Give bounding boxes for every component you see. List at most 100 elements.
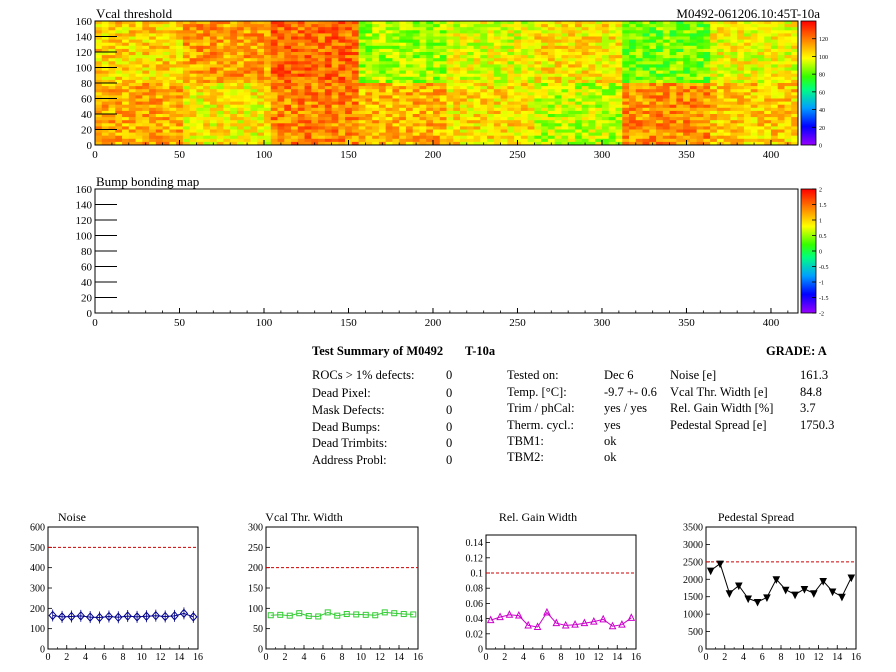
heatmap-cell <box>507 70 515 75</box>
heatmap-cell <box>257 52 265 56</box>
heatmap-cell <box>189 36 197 40</box>
heatmap-cell <box>176 45 184 50</box>
x-tick-label: 8 <box>340 652 345 663</box>
heatmap-cell <box>595 70 603 75</box>
heatmap-cell <box>216 83 224 87</box>
heatmap-cell <box>345 117 353 121</box>
heatmap-cell <box>426 55 434 59</box>
heatmap-cell <box>122 42 130 47</box>
heatmap-cell <box>737 92 745 96</box>
heatmap-cell <box>764 61 772 65</box>
heatmap-cell <box>656 36 664 40</box>
heatmap-cell <box>527 83 535 87</box>
heatmap-cell <box>500 104 508 109</box>
heatmap-cell <box>412 92 420 96</box>
heatmap-cell <box>683 64 691 68</box>
heatmap-cell <box>710 39 718 44</box>
heatmap-cell <box>622 42 630 47</box>
heatmap-cell <box>412 64 420 68</box>
heatmap-cell <box>405 123 414 127</box>
heatmap-cell <box>176 73 184 78</box>
heatmap-cell <box>392 58 400 62</box>
heatmap-cell <box>392 132 400 137</box>
heatmap-cell <box>270 98 278 102</box>
heatmap-cell <box>507 39 515 44</box>
heatmap-cell <box>534 135 542 140</box>
heatmap-cell <box>230 24 238 28</box>
heatmap-cell <box>743 36 752 40</box>
heatmap-cell <box>243 48 251 53</box>
heatmap-cell <box>770 141 779 146</box>
heatmap-cell <box>770 55 779 59</box>
heatmap-cell <box>142 21 150 25</box>
heatmap-cell <box>547 24 556 28</box>
heatmap-cell <box>176 117 184 121</box>
heatmap-cell <box>777 141 785 146</box>
heatmap-cell <box>480 42 488 47</box>
heatmap-cell <box>318 86 326 90</box>
heatmap-cell <box>784 52 792 56</box>
heatmap-cell <box>176 107 184 112</box>
data-point <box>334 612 341 619</box>
heatmap-cell <box>527 52 535 56</box>
heatmap-cell <box>487 42 495 47</box>
heatmap-cell <box>764 24 772 28</box>
heatmap-cell <box>656 126 664 130</box>
heatmap-cell <box>372 64 380 68</box>
heatmap-cell <box>169 79 177 84</box>
heatmap-cell <box>629 24 637 28</box>
heatmap-cell <box>162 73 170 78</box>
heatmap-cell <box>662 101 670 106</box>
heatmap-cell <box>236 58 245 62</box>
heatmap-cell <box>270 58 278 62</box>
heatmap-cell <box>777 92 785 96</box>
heatmap-cell <box>291 61 299 65</box>
heatmap-cell <box>331 138 339 143</box>
heatmap-cell <box>378 36 387 40</box>
heatmap-cell <box>155 107 163 112</box>
heatmap-cell <box>338 79 346 84</box>
heatmap-cell <box>466 73 474 78</box>
heatmap-cell <box>520 132 529 137</box>
heatmap-cell <box>453 101 461 106</box>
data-point <box>410 611 417 618</box>
y-tick-label: 0.1 <box>471 569 484 580</box>
heatmap-cell <box>453 86 461 90</box>
heatmap-cell <box>128 24 136 28</box>
heatmap-cell <box>507 64 515 68</box>
heatmap-cell <box>669 123 677 127</box>
heatmap-cell <box>378 73 387 78</box>
heatmap-cell <box>784 30 792 34</box>
heatmap-cell <box>277 52 285 56</box>
heatmap-cell <box>155 76 163 81</box>
heatmap-cell <box>426 129 434 133</box>
heatmap-cell <box>622 101 630 106</box>
heatmap-cell <box>656 73 664 78</box>
heatmap-cell <box>108 120 116 124</box>
vcal-threshold-axes: 0 50 100 150 200 250 300 350 4000204060801001201… <box>76 16 789 161</box>
heatmap-cell <box>460 76 468 81</box>
y-tick-label: 160 <box>76 184 93 196</box>
heatmap-cell <box>196 36 204 40</box>
heatmap-cell <box>324 107 332 112</box>
heatmap-cell <box>534 95 542 99</box>
heatmap-cell <box>142 30 150 34</box>
heatmap-cell <box>263 120 272 124</box>
heatmap-cell <box>649 89 657 93</box>
heatmap-cell <box>263 132 272 137</box>
heatmap-cell <box>737 110 745 115</box>
heatmap-cell <box>230 55 238 59</box>
heatmap-cell <box>554 58 562 62</box>
heatmap-cell <box>291 110 299 115</box>
heatmap-cell <box>514 86 522 90</box>
heatmap-cell <box>196 89 204 93</box>
heatmap-cell <box>216 27 224 31</box>
heatmap-cell <box>554 67 562 71</box>
heatmap-cell <box>263 98 272 102</box>
heatmap-cell <box>324 123 332 127</box>
heatmap-cell <box>574 61 583 65</box>
heatmap-cell <box>615 76 623 81</box>
heatmap-cell <box>649 61 657 65</box>
heatmap-cell <box>541 114 549 118</box>
heatmap-cell <box>581 67 589 71</box>
